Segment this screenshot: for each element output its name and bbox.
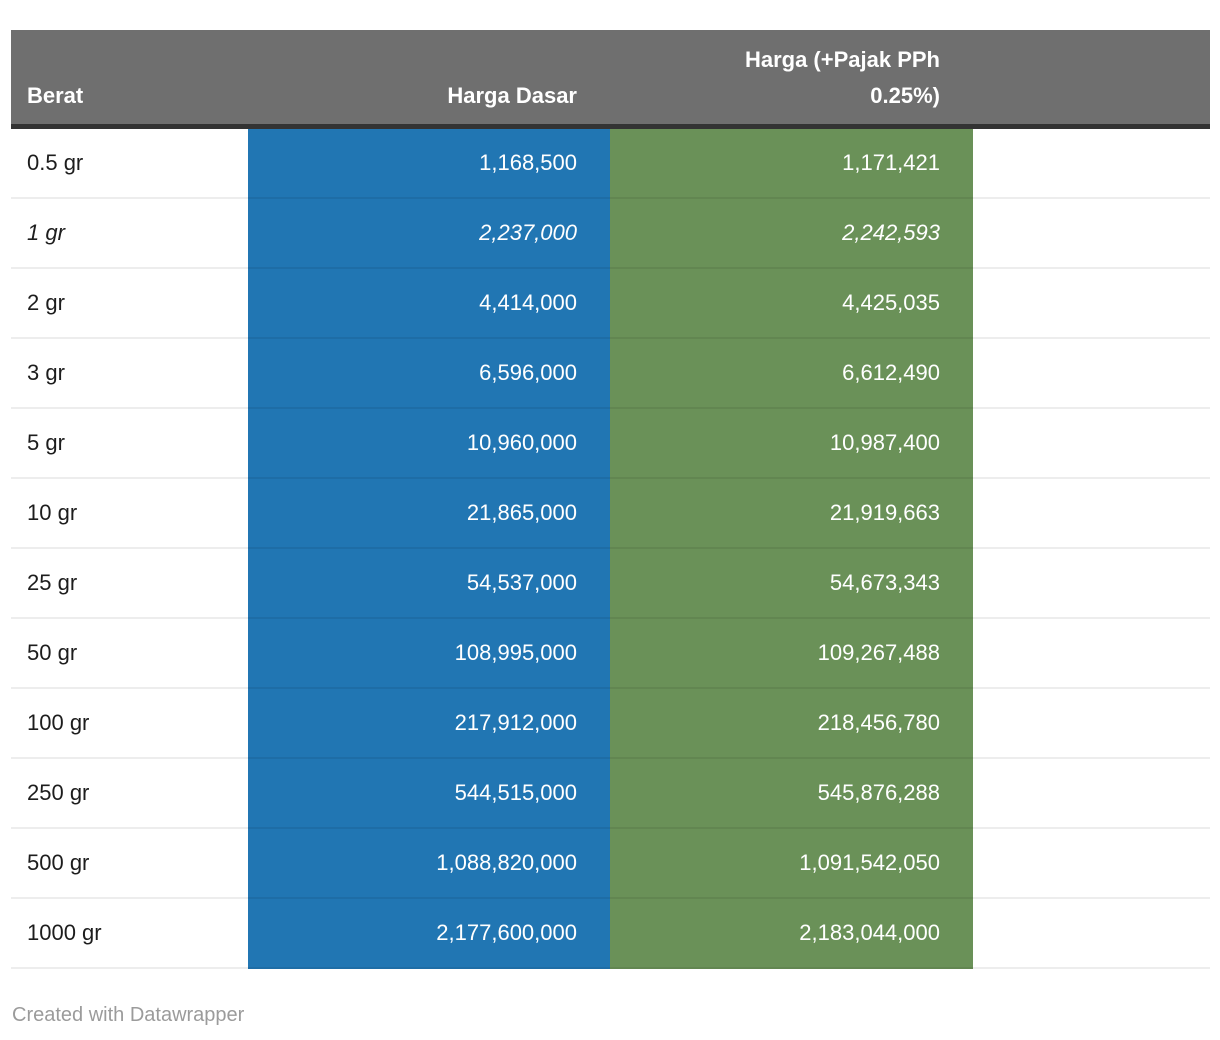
price-table-container: Berat Harga Dasar Harga (+Pajak PPh 0.25… <box>11 30 1210 969</box>
cell-harga-pajak: 545,876,288 <box>610 759 973 829</box>
cell-empty <box>973 619 1210 689</box>
cell-empty <box>973 409 1210 479</box>
cell-empty <box>973 129 1210 199</box>
table-row: 3 gr 6,596,000 6,612,490 <box>11 339 1210 409</box>
table-row: 250 gr 544,515,000 545,876,288 <box>11 759 1210 829</box>
cell-berat: 100 gr <box>11 689 248 759</box>
cell-harga-dasar: 544,515,000 <box>248 759 610 829</box>
cell-empty <box>973 339 1210 409</box>
datawrapper-credit-link[interactable]: Created with Datawrapper <box>12 1004 245 1026</box>
table-row: 25 gr 54,537,000 54,673,343 <box>11 549 1210 619</box>
cell-harga-dasar: 54,537,000 <box>248 549 610 619</box>
table-row: 500 gr 1,088,820,000 1,091,542,050 <box>11 829 1210 899</box>
table-row: 100 gr 217,912,000 218,456,780 <box>11 689 1210 759</box>
cell-empty <box>973 199 1210 269</box>
cell-harga-dasar: 1,168,500 <box>248 129 610 199</box>
table-row: 1000 gr 2,177,600,000 2,183,044,000 <box>11 899 1210 969</box>
cell-empty <box>973 689 1210 759</box>
cell-harga-dasar: 2,177,600,000 <box>248 899 610 969</box>
cell-harga-pajak: 109,267,488 <box>610 619 973 689</box>
table-body: 0.5 gr 1,168,500 1,171,421 1 gr 2,237,00… <box>11 129 1210 969</box>
cell-harga-dasar: 10,960,000 <box>248 409 610 479</box>
cell-berat: 25 gr <box>11 549 248 619</box>
cell-harga-pajak: 1,171,421 <box>610 129 973 199</box>
table-row: 5 gr 10,960,000 10,987,400 <box>11 409 1210 479</box>
cell-harga-dasar: 4,414,000 <box>248 269 610 339</box>
cell-berat: 500 gr <box>11 829 248 899</box>
cell-harga-pajak: 6,612,490 <box>610 339 973 409</box>
column-header-harga-dasar: Harga Dasar <box>248 30 610 129</box>
cell-berat: 5 gr <box>11 409 248 479</box>
cell-empty <box>973 829 1210 899</box>
column-header-empty <box>973 30 1210 129</box>
cell-harga-dasar: 6,596,000 <box>248 339 610 409</box>
cell-harga-dasar: 108,995,000 <box>248 619 610 689</box>
table-row: 0.5 gr 1,168,500 1,171,421 <box>11 129 1210 199</box>
header-row: Berat Harga Dasar Harga (+Pajak PPh 0.25… <box>11 30 1210 129</box>
cell-berat: 1 gr <box>11 199 248 269</box>
cell-harga-pajak: 1,091,542,050 <box>610 829 973 899</box>
cell-harga-pajak: 2,242,593 <box>610 199 973 269</box>
table-row: 10 gr 21,865,000 21,919,663 <box>11 479 1210 549</box>
column-header-harga-pajak: Harga (+Pajak PPh 0.25%) <box>610 30 973 129</box>
cell-harga-pajak: 4,425,035 <box>610 269 973 339</box>
cell-harga-dasar: 2,237,000 <box>248 199 610 269</box>
cell-empty <box>973 759 1210 829</box>
cell-berat: 2 gr <box>11 269 248 339</box>
cell-harga-dasar: 1,088,820,000 <box>248 829 610 899</box>
cell-empty <box>973 549 1210 619</box>
cell-harga-pajak: 10,987,400 <box>610 409 973 479</box>
column-header-berat: Berat <box>11 30 248 129</box>
cell-empty <box>973 269 1210 339</box>
cell-berat: 1000 gr <box>11 899 248 969</box>
cell-empty <box>973 479 1210 549</box>
cell-harga-pajak: 218,456,780 <box>610 689 973 759</box>
price-table: Berat Harga Dasar Harga (+Pajak PPh 0.25… <box>11 30 1210 969</box>
cell-harga-pajak: 54,673,343 <box>610 549 973 619</box>
cell-harga-dasar: 21,865,000 <box>248 479 610 549</box>
cell-berat: 50 gr <box>11 619 248 689</box>
table-row: 1 gr 2,237,000 2,242,593 <box>11 199 1210 269</box>
cell-harga-pajak: 21,919,663 <box>610 479 973 549</box>
cell-berat: 10 gr <box>11 479 248 549</box>
cell-harga-dasar: 217,912,000 <box>248 689 610 759</box>
cell-berat: 3 gr <box>11 339 248 409</box>
cell-harga-pajak: 2,183,044,000 <box>610 899 973 969</box>
cell-empty <box>973 899 1210 969</box>
cell-berat: 0.5 gr <box>11 129 248 199</box>
cell-berat: 250 gr <box>11 759 248 829</box>
table-row: 50 gr 108,995,000 109,267,488 <box>11 619 1210 689</box>
table-row: 2 gr 4,414,000 4,425,035 <box>11 269 1210 339</box>
